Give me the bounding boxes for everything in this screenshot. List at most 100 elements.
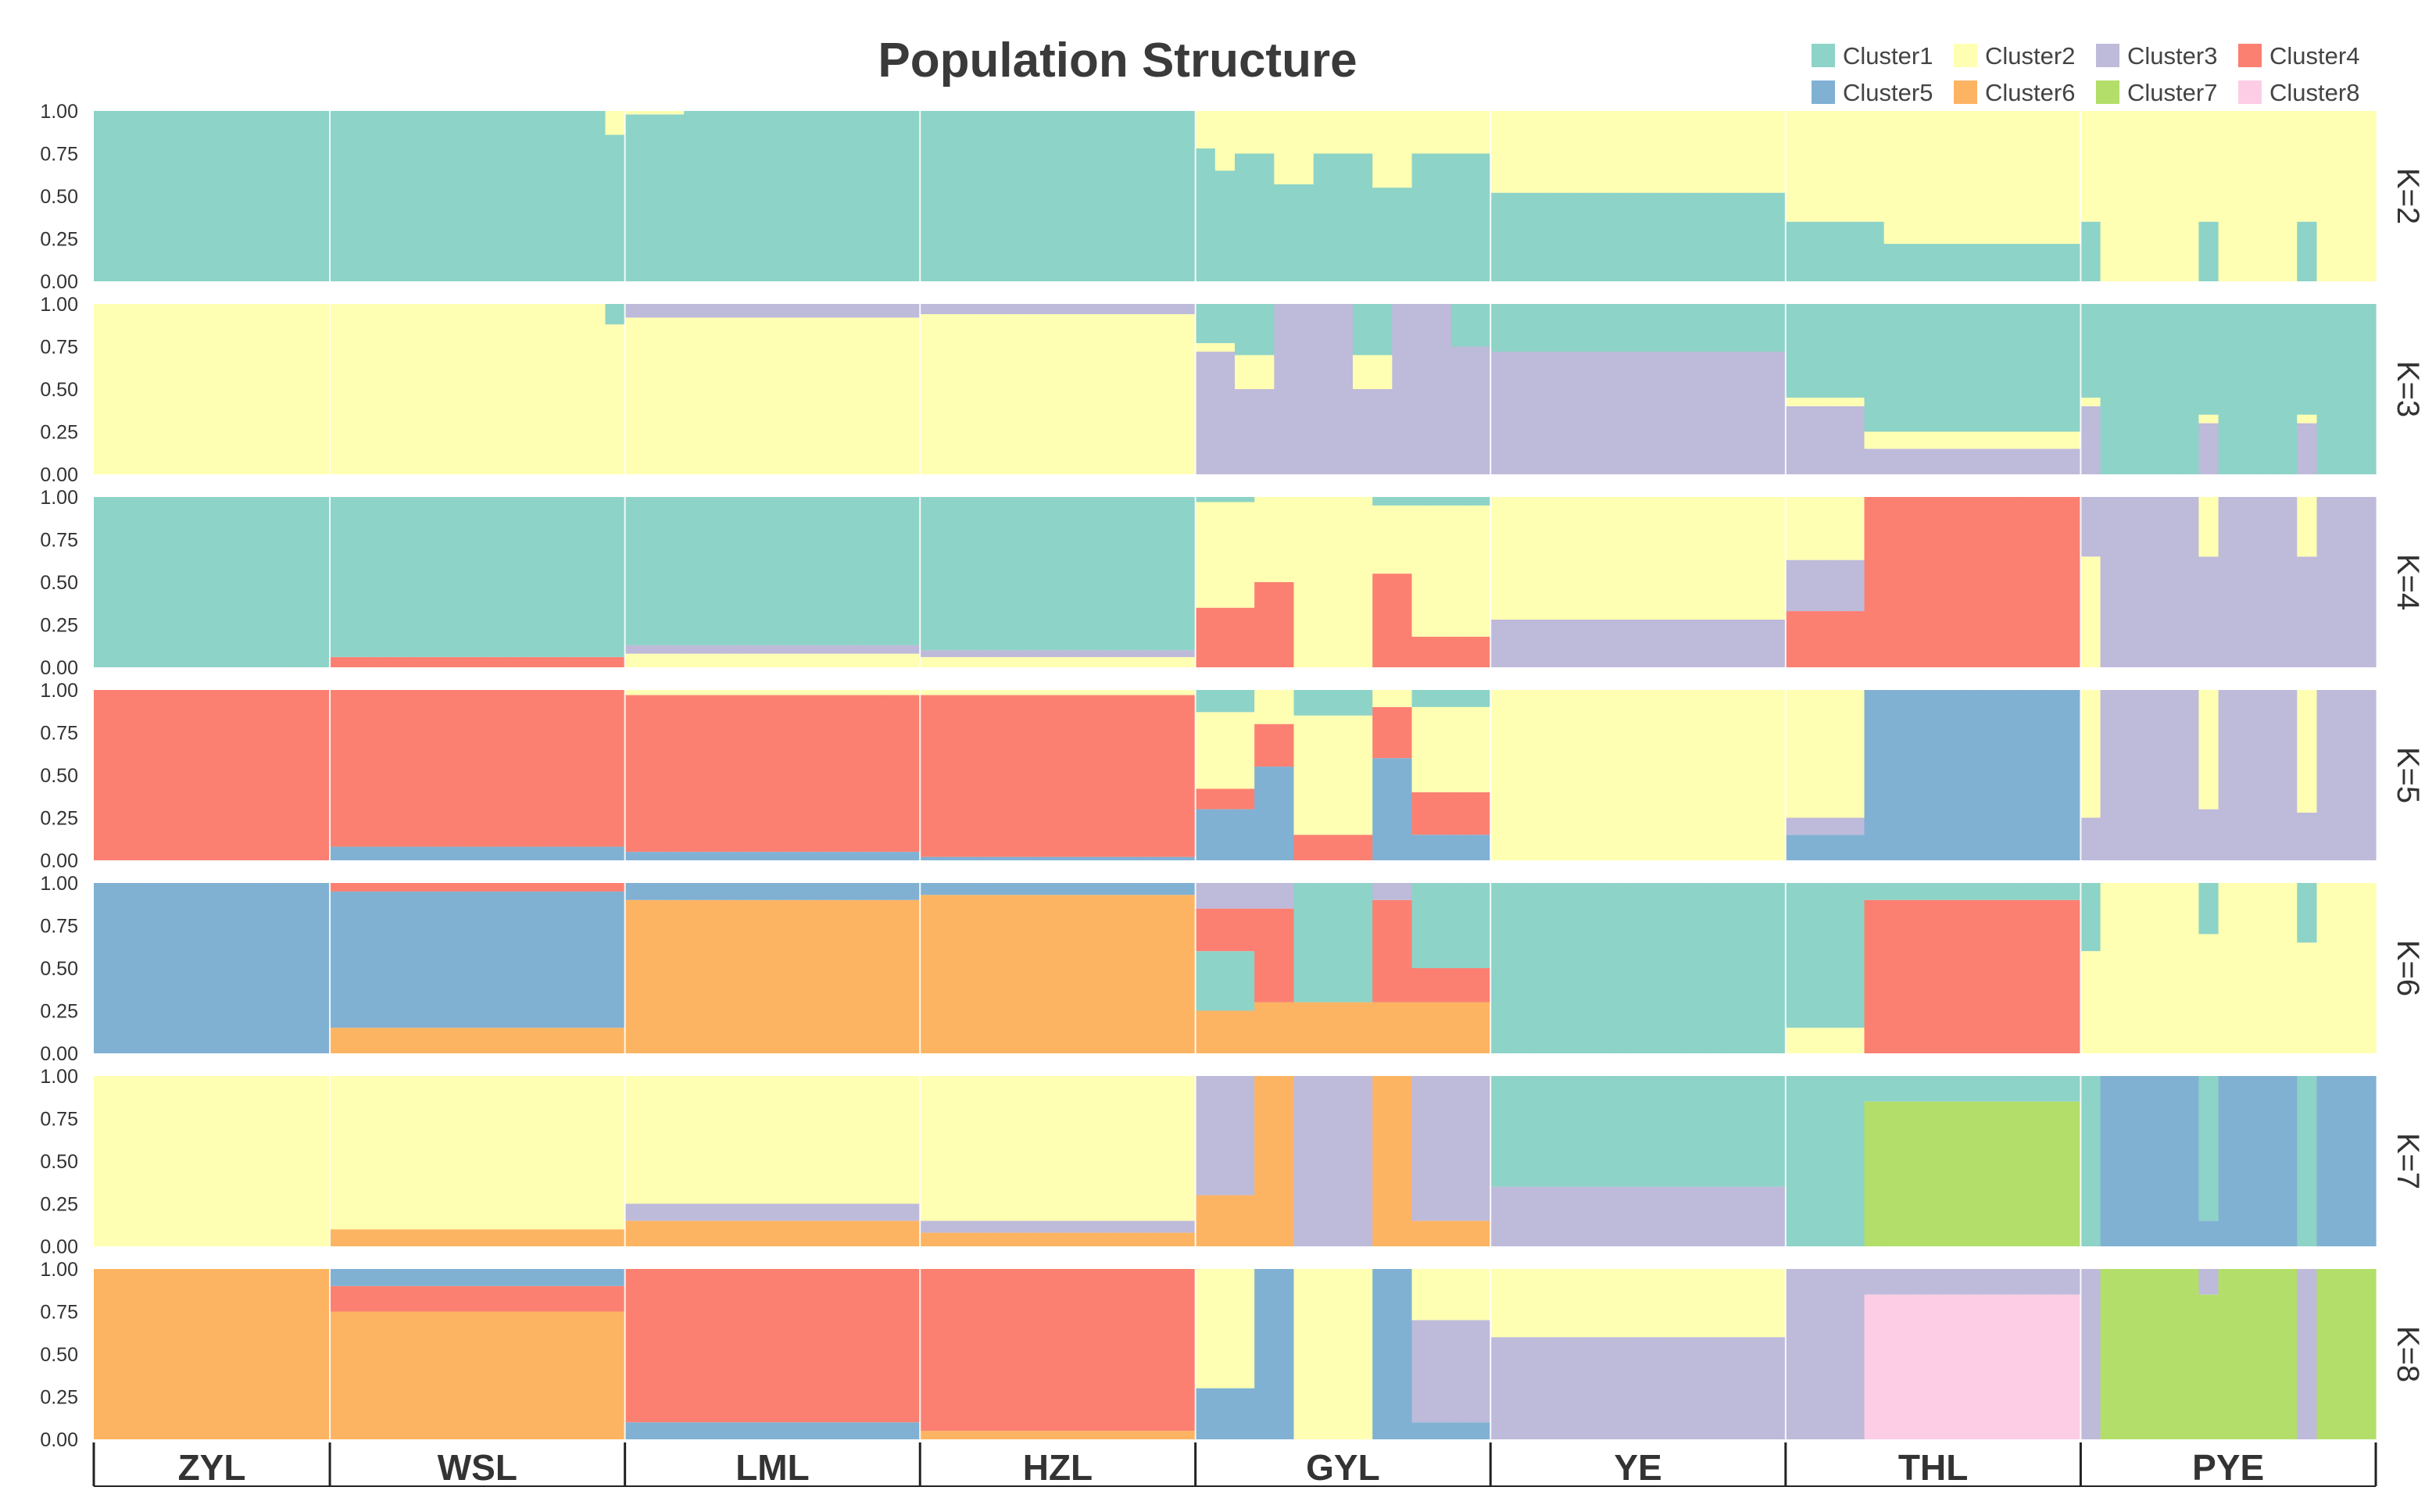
bar-segment <box>1096 1232 1118 1246</box>
bar-segment <box>1214 809 1236 860</box>
bar-segment <box>506 1285 528 1312</box>
bar-segment <box>1805 835 1826 860</box>
bar-segment <box>1903 1294 1924 1439</box>
bar-segment <box>566 1076 586 1230</box>
bar-segment <box>408 1269 429 1286</box>
bar-segment <box>506 656 528 667</box>
bar-segment <box>644 645 665 654</box>
bar-segment <box>1765 497 1787 620</box>
bar-segment <box>545 111 567 281</box>
bar-segment <box>1864 111 1885 222</box>
bar-segment <box>251 111 272 281</box>
bar-segment <box>1293 715 1314 835</box>
bar-segment <box>1825 111 1845 222</box>
bar-segment <box>1450 153 1472 281</box>
bar-segment <box>1431 505 1452 637</box>
k-label: K=3 <box>2391 361 2425 417</box>
bar-segment <box>1431 968 1452 1003</box>
bar-segment <box>1175 1076 1196 1221</box>
bar-segment <box>1332 304 1354 474</box>
bar-segment <box>1096 690 1118 695</box>
bar-segment <box>2021 304 2042 432</box>
bar-segment <box>113 497 134 667</box>
bar-segment <box>1156 1269 1177 1432</box>
bar-segment <box>821 690 842 695</box>
bar-segment <box>448 1311 468 1439</box>
legend-label: Cluster1 <box>1843 42 1933 70</box>
bar-segment <box>1785 1076 1806 1246</box>
bar-segment <box>1057 1221 1078 1233</box>
y-tick-label: 1.00 <box>40 680 78 702</box>
bar-segment <box>1883 899 1905 1053</box>
bar-segment <box>388 1229 410 1246</box>
bar-segment <box>1175 1232 1196 1246</box>
bar-segment <box>1490 111 1511 193</box>
bar-segment <box>1628 1076 1649 1187</box>
bar-segment <box>1392 111 1413 188</box>
bar-segment <box>1726 352 1747 474</box>
bar-segment <box>2218 690 2239 860</box>
bar-segment <box>664 690 685 695</box>
bar-segment <box>1450 346 1472 474</box>
bar-segment <box>1549 619 1570 667</box>
bar-segment <box>2061 883 2082 900</box>
bar-segment <box>978 1431 1000 1439</box>
bar-segment <box>1313 304 1334 474</box>
bar-segment <box>2041 1101 2062 1246</box>
bar-segment <box>978 304 1000 315</box>
bar-segment <box>762 695 783 853</box>
bar-segment <box>900 852 921 860</box>
bar-segment <box>1195 951 1216 1011</box>
bar-segment <box>802 304 822 318</box>
bar-segment <box>1392 690 1413 707</box>
bar-segment <box>2041 304 2062 432</box>
bar-segment <box>1018 314 1039 474</box>
bar-segment <box>1116 1232 1137 1246</box>
bar-segment <box>1392 1269 1413 1439</box>
bar-segment <box>1962 899 1983 1053</box>
bar-segment <box>2001 1269 2023 1295</box>
bar-segment <box>1982 497 2003 667</box>
bar-segment <box>369 1028 390 1053</box>
bar-segment <box>939 656 960 667</box>
bar-segment <box>526 1076 547 1230</box>
bar-segment <box>900 695 921 853</box>
bar-segment <box>1707 1186 1727 1246</box>
bar-segment <box>605 1285 626 1312</box>
bar-segment <box>1038 1269 1059 1432</box>
bar-segment <box>1883 1294 1905 1439</box>
bar-segment <box>1765 304 1787 352</box>
bar-segment <box>309 1076 331 1246</box>
bar-segment <box>467 497 488 657</box>
bar-segment <box>1116 304 1137 315</box>
bar-segment <box>1686 690 1708 860</box>
bar-segment <box>2159 111 2180 281</box>
bar-segment <box>2257 497 2278 667</box>
bar-segment <box>1274 1002 1295 1053</box>
bar-segment <box>1018 1269 1039 1432</box>
bar-segment <box>1038 1232 1059 1246</box>
y-tick-label: 0.25 <box>40 808 78 830</box>
bar-segment <box>1923 690 1944 860</box>
bar-segment <box>330 1269 350 1286</box>
bar-segment <box>1510 690 1531 860</box>
bar-segment <box>1411 1269 1432 1321</box>
bar-segment <box>251 304 272 474</box>
bar-segment <box>1608 883 1629 1053</box>
bar-segment <box>1667 497 1688 620</box>
bar-segment <box>880 1221 901 1246</box>
bar-segment <box>900 1203 921 1221</box>
bar-segment <box>1235 1076 1255 1196</box>
bar-segment <box>723 690 744 695</box>
bar-segment <box>349 656 370 667</box>
bar-segment <box>1746 1269 1767 1338</box>
bar-segment <box>2277 883 2298 1053</box>
bar-segment <box>860 1422 882 1439</box>
bar-segment <box>1057 314 1078 474</box>
bar-segment <box>1529 690 1550 860</box>
bar-segment <box>2297 111 2318 222</box>
bar-segment <box>506 846 528 860</box>
bar-segment <box>2021 1269 2042 1295</box>
bar-segment <box>2041 1269 2062 1295</box>
